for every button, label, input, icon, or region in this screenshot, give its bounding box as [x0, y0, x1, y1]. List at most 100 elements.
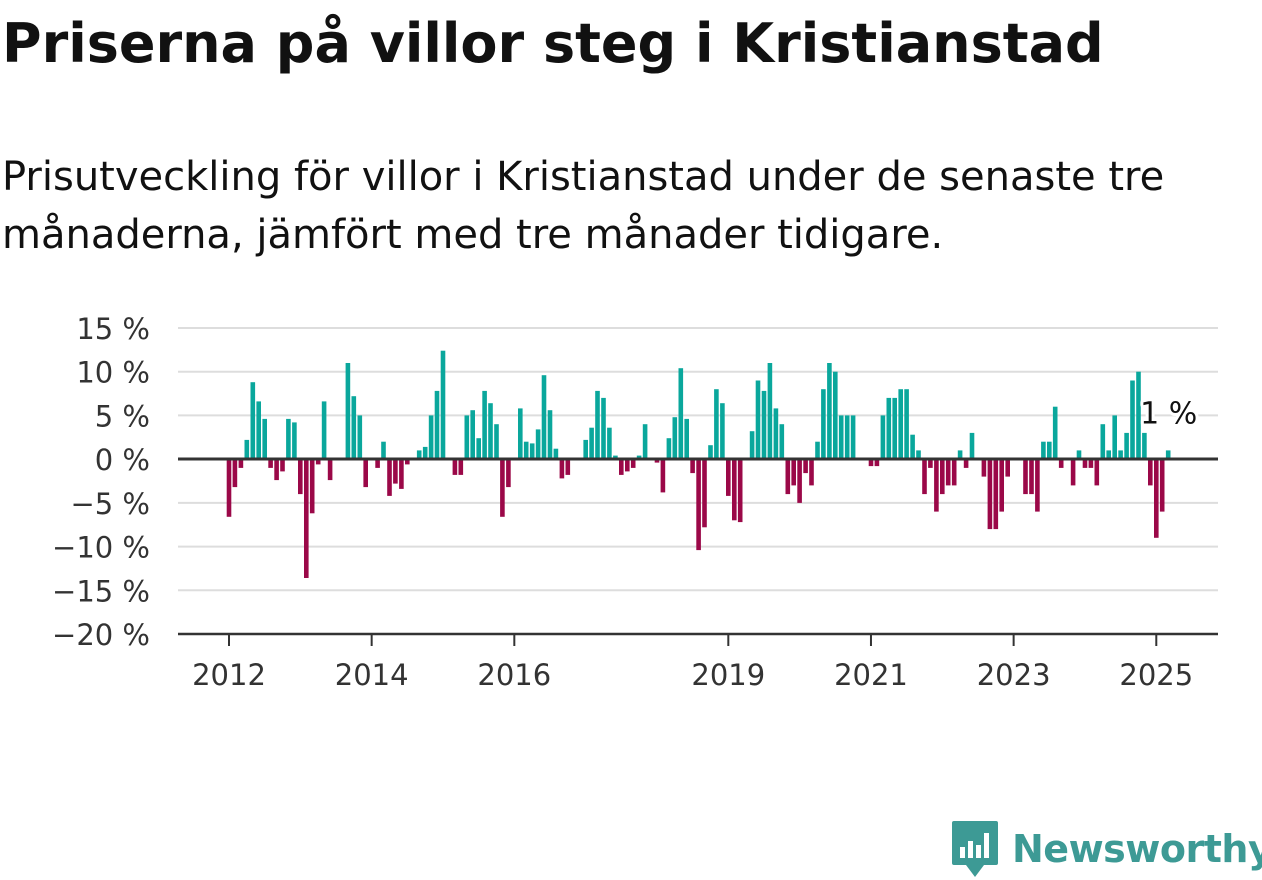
bar: [583, 439, 588, 459]
y-tick-label: 15 %: [76, 312, 150, 346]
bars: [226, 350, 1171, 578]
bar: [625, 459, 630, 472]
bar: [833, 371, 838, 459]
bar: [1094, 459, 1100, 486]
bar: [1029, 459, 1034, 495]
x-tick-label: 2016: [477, 658, 551, 692]
x-tick-label: 2023: [977, 658, 1051, 692]
bar-chart: 15 %10 %5 %0 %−5 %−10 %−15 %−20 % 2012 20…: [52, 312, 1218, 692]
bar: [880, 415, 886, 459]
bar: [387, 459, 392, 496]
x-tick-label: 2014: [335, 658, 409, 692]
bar: [1058, 459, 1064, 468]
bar: [1088, 459, 1094, 468]
bar: [678, 368, 684, 459]
bar: [910, 434, 915, 459]
bar: [886, 397, 892, 459]
bar: [298, 459, 303, 495]
bar: [280, 459, 285, 472]
bar: [535, 429, 541, 459]
bar: [1154, 459, 1159, 538]
annotation: 1 %: [1137, 394, 1200, 435]
annotation-label: 1 %: [1140, 397, 1197, 432]
bar: [767, 363, 773, 459]
bar: [488, 403, 493, 459]
bar: [309, 459, 315, 514]
bar: [1124, 432, 1129, 459]
bar: [262, 418, 267, 459]
bar: [928, 459, 933, 468]
bar: [565, 459, 571, 475]
newsworthy-logo-icon: [952, 821, 998, 877]
bar: [969, 432, 975, 459]
bar: [779, 424, 785, 459]
bar: [601, 397, 606, 459]
bar: [428, 415, 434, 459]
y-tick-label: 0 %: [95, 443, 150, 477]
bar: [434, 390, 440, 459]
bar: [268, 459, 273, 468]
bar: [957, 450, 963, 459]
bar: [850, 415, 856, 459]
x-axis: 2012 2014 2016 2019 2021 2023 2025: [178, 457, 1218, 692]
bar: [993, 459, 999, 530]
bar: [1047, 441, 1052, 459]
bar: [696, 459, 701, 551]
bar: [292, 422, 297, 459]
bar: [619, 459, 624, 475]
y-axis: 15 % 10 % 5 % 0 % −5 % −10 % −15 % −20 %: [52, 312, 150, 652]
bar: [898, 389, 903, 459]
bar: [868, 459, 874, 467]
bar: [1165, 450, 1171, 459]
y-tick-label: −20 %: [52, 618, 150, 652]
bar: [797, 459, 802, 503]
bar: [791, 459, 796, 486]
bar: [274, 459, 279, 481]
bar: [702, 459, 707, 528]
bar: [357, 415, 363, 459]
bar: [256, 401, 261, 459]
bar: [482, 390, 487, 459]
bar: [809, 459, 814, 486]
bar: [916, 450, 921, 459]
bar: [553, 448, 559, 459]
bar: [720, 403, 725, 459]
bar: [363, 459, 368, 488]
bar: [666, 438, 672, 459]
bar: [321, 401, 327, 459]
bar: [1118, 450, 1123, 459]
bar: [458, 459, 464, 475]
bar: [1142, 432, 1147, 459]
bar: [1070, 459, 1076, 486]
chart-title: Priserna på villor steg i Kristianstad: [2, 12, 1104, 75]
bar: [393, 459, 398, 484]
bar: [381, 441, 386, 459]
x-tick-label: 2025: [1119, 658, 1193, 692]
bar: [345, 363, 351, 459]
bar: [1052, 406, 1058, 459]
bar: [1005, 459, 1010, 477]
bar: [999, 459, 1004, 512]
bar: [523, 441, 529, 459]
bar: [500, 459, 505, 517]
bar: [250, 382, 256, 459]
bar: [613, 455, 618, 459]
bar: [1023, 459, 1028, 495]
bar: [559, 459, 565, 479]
x-tick-label: 2021: [834, 658, 908, 692]
bar: [351, 396, 357, 459]
bar: [464, 415, 470, 459]
bar: [315, 459, 321, 465]
bar: [987, 459, 993, 530]
y-tick-label: 5 %: [95, 399, 150, 433]
bar: [470, 410, 475, 459]
bar: [922, 459, 927, 495]
bar: [405, 459, 410, 465]
bar: [874, 459, 880, 467]
bar: [761, 390, 767, 459]
bar: [708, 445, 713, 459]
bar: [714, 389, 719, 459]
bar: [375, 459, 380, 468]
bar: [547, 410, 553, 459]
bar: [416, 450, 422, 459]
